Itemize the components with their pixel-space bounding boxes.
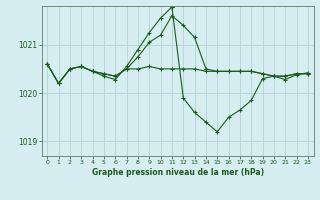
X-axis label: Graphe pression niveau de la mer (hPa): Graphe pression niveau de la mer (hPa)	[92, 168, 264, 177]
